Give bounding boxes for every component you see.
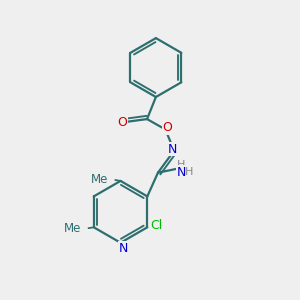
Text: Cl: Cl [151, 219, 163, 232]
Text: Me: Me [64, 222, 81, 235]
Text: O: O [117, 116, 127, 128]
Text: H: H [185, 167, 194, 177]
Text: N: N [177, 166, 186, 178]
Text: Me: Me [91, 173, 108, 186]
Text: H: H [177, 160, 186, 170]
Text: N: N [119, 242, 128, 254]
Text: O: O [163, 122, 172, 134]
Text: N: N [168, 142, 177, 156]
